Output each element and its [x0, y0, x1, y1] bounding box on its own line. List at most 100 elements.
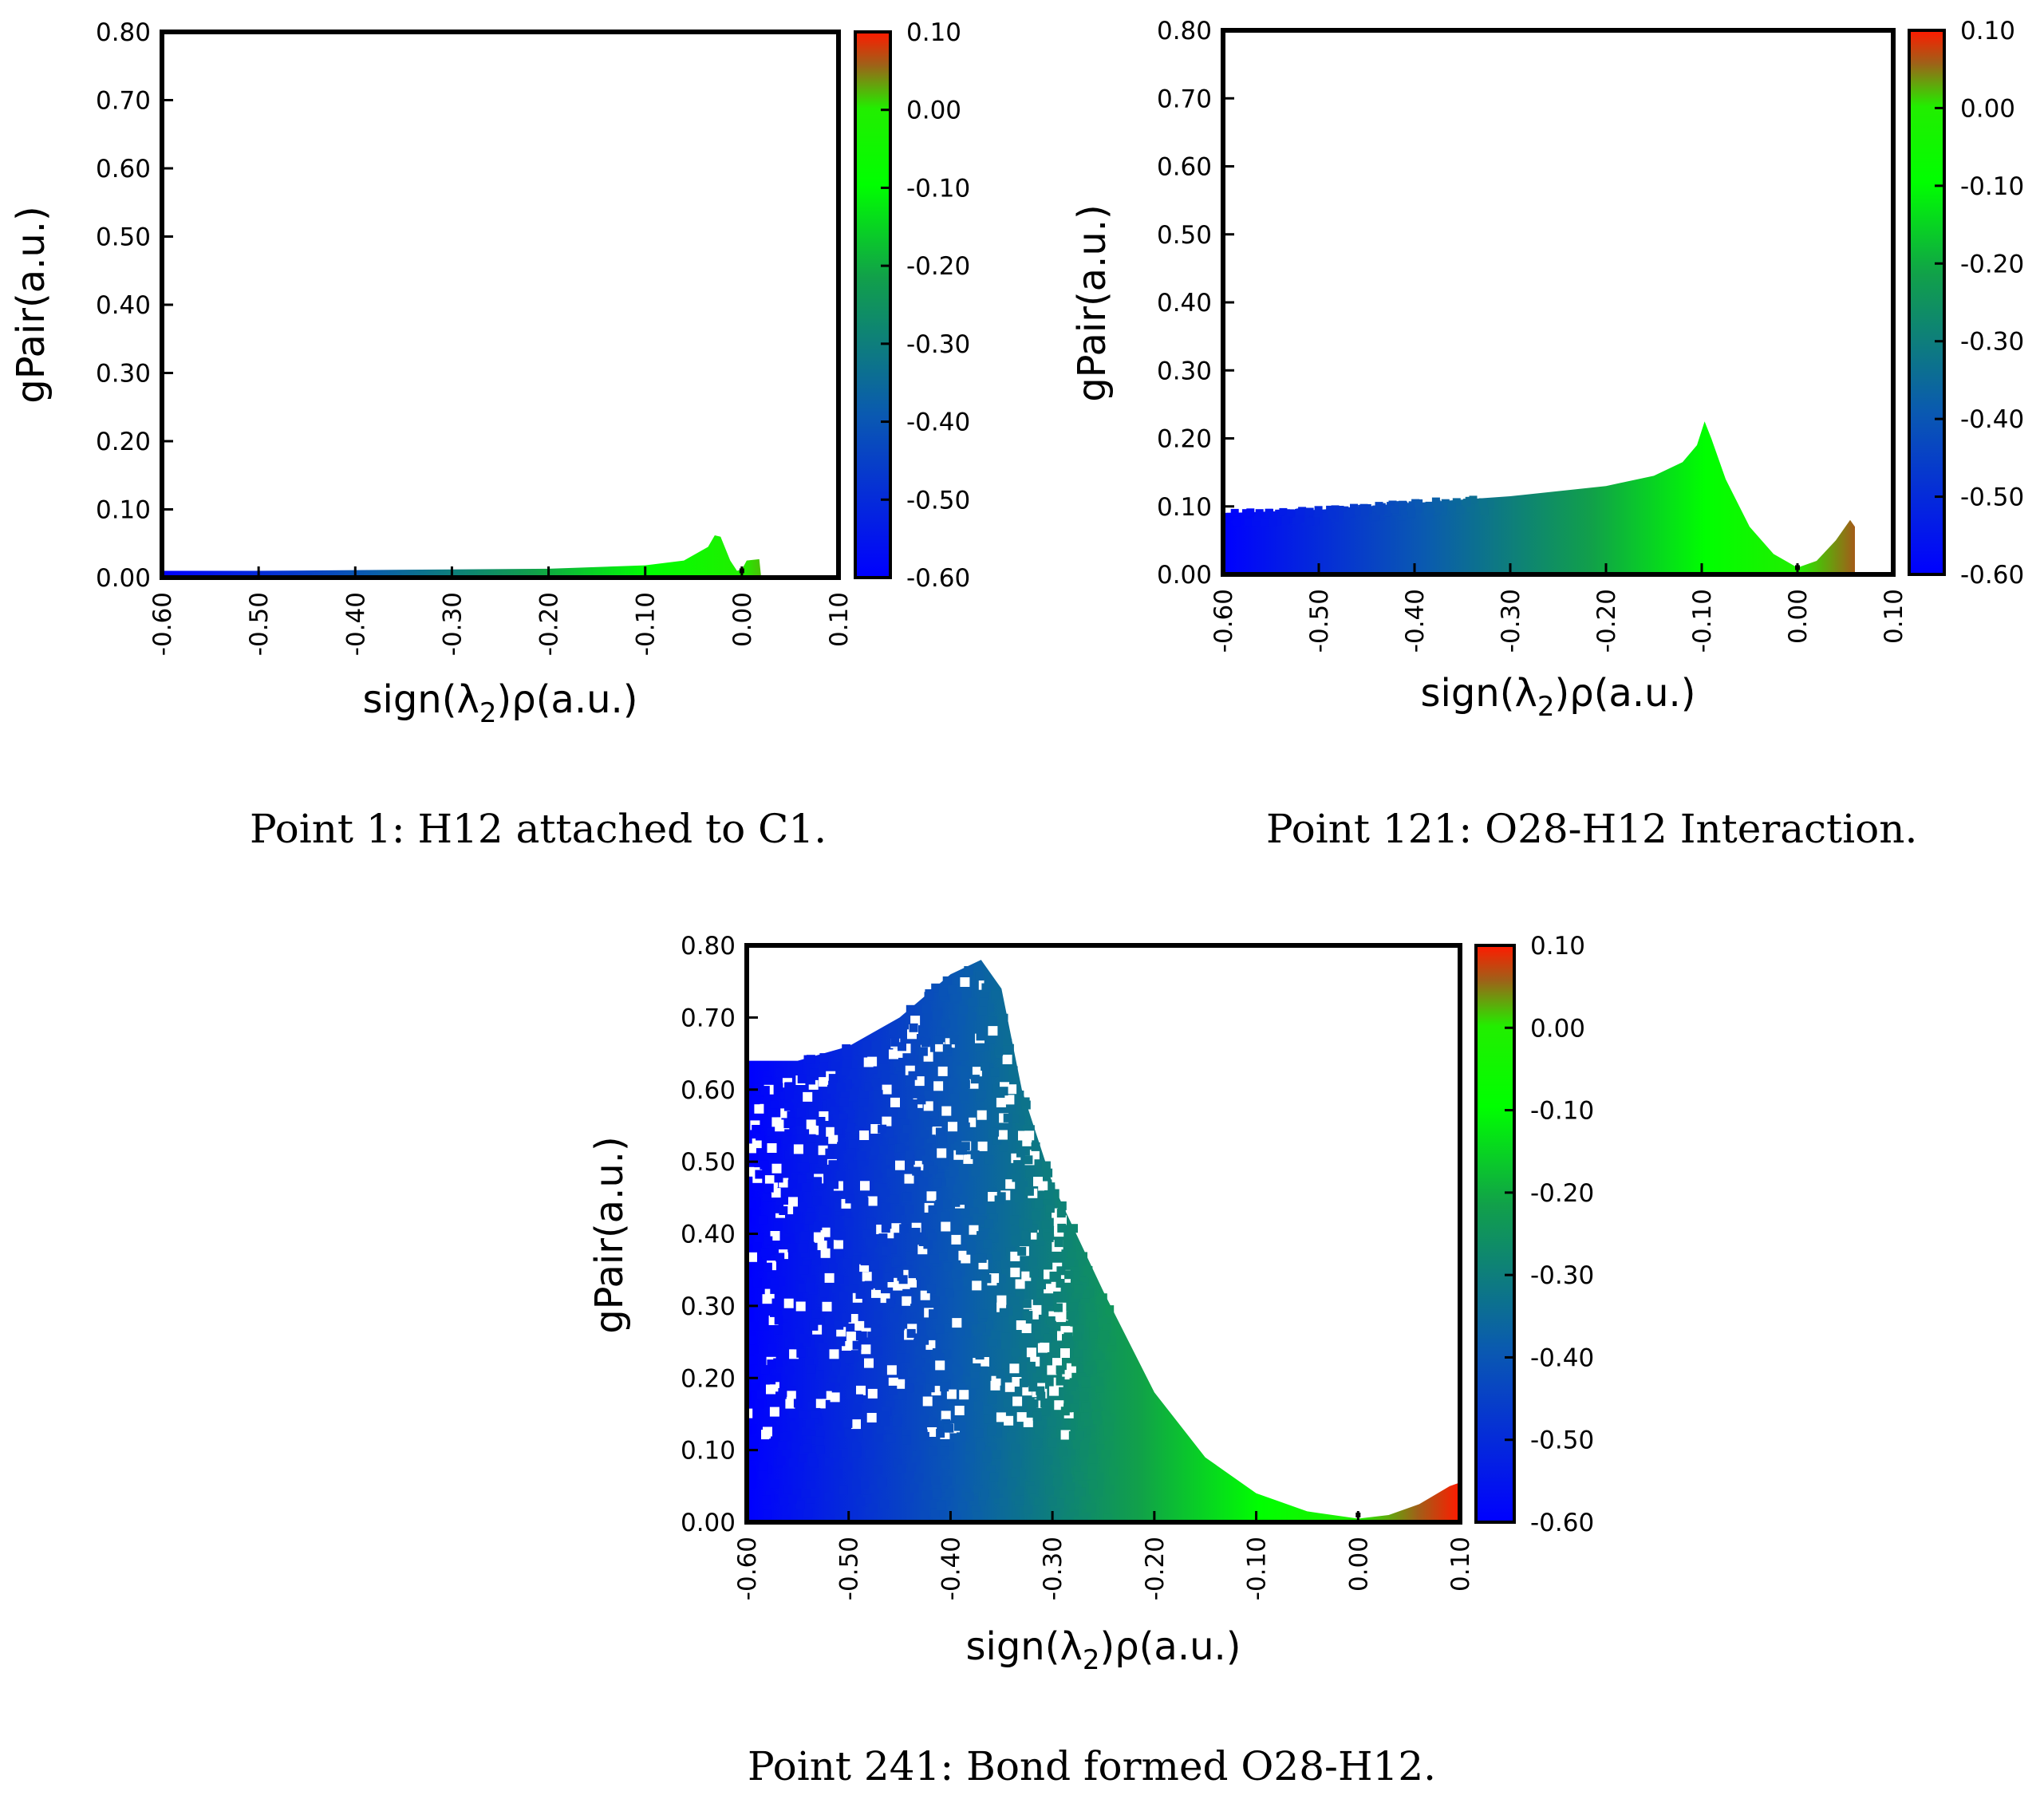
scatter-point — [979, 1309, 988, 1319]
scatter-point — [1083, 1365, 1093, 1375]
scatter-point — [948, 1135, 957, 1144]
scatter-point — [1062, 1516, 1071, 1522]
scatter-point — [1019, 1378, 1028, 1387]
scatter-point — [852, 1340, 862, 1350]
scatter-point — [809, 1154, 818, 1164]
scatter-point — [1021, 1332, 1031, 1342]
scatter-point — [799, 1125, 808, 1134]
scatter-point — [1466, 504, 1475, 513]
y-tick-label: 0.10 — [1157, 493, 1212, 522]
scatter-point — [868, 1239, 877, 1248]
scatter-point — [763, 1262, 772, 1272]
scatter-point — [855, 1055, 864, 1065]
scatter-gap — [910, 1016, 921, 1026]
scatter-point — [807, 1348, 817, 1357]
scatter-point — [1479, 499, 1488, 507]
scatter-point — [1091, 1411, 1101, 1421]
scatter-point — [1027, 1485, 1036, 1494]
scatter-point — [980, 991, 989, 1000]
scatter-gap — [882, 1116, 892, 1126]
colorbar-tick-label: -0.10 — [1960, 172, 2024, 201]
scatter-point — [1340, 506, 1349, 515]
scatter-point — [1000, 1260, 1009, 1269]
scatter-point — [929, 1309, 937, 1319]
scatter-point — [1286, 509, 1295, 518]
scatter-point — [831, 1361, 841, 1371]
scatter-gap — [822, 1301, 832, 1312]
scatter-point — [774, 1083, 783, 1092]
scatter-gap — [1015, 1279, 1025, 1289]
scatter-point — [888, 1135, 898, 1145]
scatter-point — [941, 1459, 950, 1469]
scatter-point — [793, 1116, 803, 1126]
scatter-point — [1102, 1324, 1111, 1333]
scatter-gap — [1060, 1348, 1070, 1358]
scatter-point — [918, 1063, 928, 1073]
scatter-point — [866, 1217, 876, 1227]
scatter-point — [992, 1135, 1002, 1145]
scatter-point — [1012, 1262, 1021, 1272]
scatter-point — [839, 1097, 849, 1107]
scatter-point — [982, 1446, 991, 1456]
scatter-point — [848, 1139, 858, 1149]
scatter-point — [949, 1035, 959, 1044]
scatter-point — [827, 1084, 836, 1094]
scatter-point — [938, 1483, 948, 1493]
scatter-point — [787, 1243, 797, 1253]
scatter-point — [1012, 1173, 1021, 1182]
scatter-point — [850, 1284, 858, 1293]
scatter-point — [802, 1182, 811, 1192]
scatter-point — [1296, 515, 1304, 523]
scatter-point — [1407, 509, 1416, 518]
scatter-point — [914, 1385, 924, 1394]
scatter-point — [764, 1076, 772, 1086]
scatter-gap — [941, 1106, 952, 1116]
scatter-point — [1010, 1215, 1019, 1225]
scatter-point — [1019, 1340, 1028, 1350]
scatter-gap — [959, 1390, 969, 1400]
scatter-point — [1098, 1318, 1107, 1327]
scatter-point — [747, 1500, 753, 1509]
colorbar-tick-label: 0.00 — [1960, 94, 2015, 123]
colorbar-tick-label: -0.30 — [1530, 1261, 1594, 1290]
scatter-point — [1081, 1376, 1091, 1386]
y-tick-label: 0.80 — [96, 18, 151, 47]
scatter-point — [752, 1242, 762, 1252]
x-tick-label: -0.60 — [733, 1537, 762, 1600]
scatter-point — [789, 1212, 799, 1221]
scatter-gap — [890, 1097, 900, 1107]
scatter-point — [917, 1095, 926, 1105]
scatter-point — [1029, 1399, 1039, 1408]
scatter-point — [964, 966, 973, 975]
colorbar-tick-label: -0.50 — [906, 486, 970, 515]
scatter-point — [851, 1485, 861, 1494]
scatter-point — [951, 1269, 961, 1279]
scatter-gap — [960, 977, 970, 987]
scatter-gap — [846, 1332, 856, 1342]
scatter-point — [987, 1442, 996, 1452]
scatter-point — [930, 1508, 940, 1517]
scatter-point — [913, 1175, 923, 1185]
scatter-point — [935, 1353, 945, 1363]
scatter-point — [770, 1277, 779, 1287]
scatter-point — [1415, 499, 1423, 507]
scatter-point — [920, 1336, 929, 1345]
scatter-point — [879, 1499, 889, 1509]
scatter-point — [1007, 1133, 1016, 1142]
scatter-point — [845, 1366, 854, 1375]
colorbar-tick-label: -0.10 — [1530, 1097, 1594, 1126]
scatter-point — [918, 1047, 928, 1056]
scatter-point — [807, 1452, 817, 1462]
scatter-point — [1029, 1340, 1039, 1350]
scatter-gap — [961, 1253, 971, 1264]
scatter-point — [819, 1053, 829, 1063]
scatter-point — [841, 1067, 850, 1076]
scatter-point — [1070, 1296, 1079, 1306]
scatter-point — [812, 1196, 822, 1205]
scatter-gap — [1004, 1382, 1015, 1392]
scatter-point — [999, 1013, 1008, 1023]
scatter-point — [953, 1184, 963, 1194]
scatter-point — [996, 1369, 1005, 1379]
scatter-point — [776, 1194, 786, 1204]
scatter-point — [1469, 495, 1478, 504]
